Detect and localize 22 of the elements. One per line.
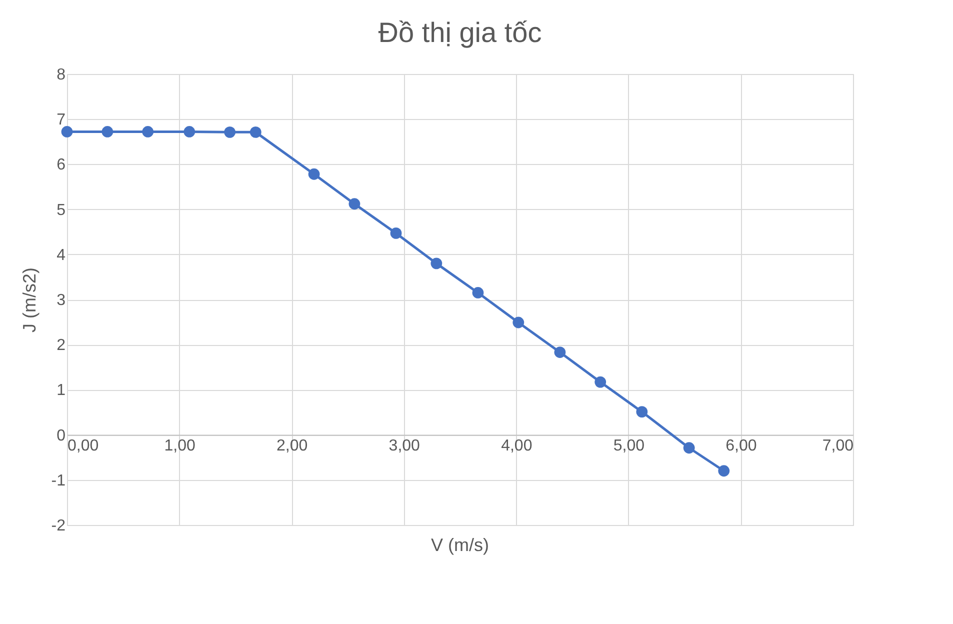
y-tick-label: 2 xyxy=(56,337,66,354)
y-tick-label: 7 xyxy=(56,112,66,129)
y-tick-label: 5 xyxy=(56,202,66,219)
y-tick-label: -1 xyxy=(51,472,66,490)
x-tick-label: 3,00 xyxy=(388,437,420,454)
x-axis-title: V (m/s) xyxy=(431,535,489,555)
x-tick-label: 5,00 xyxy=(613,437,645,454)
x-tick-label: 4,00 xyxy=(501,437,532,454)
x-tick-label: 0,00 xyxy=(68,437,99,454)
y-tick-label: 8 xyxy=(56,66,66,84)
x-tick-label: 1,00 xyxy=(164,437,196,454)
y-tick-label: 6 xyxy=(56,156,66,174)
chart-title: Đồ thị gia tốc xyxy=(378,17,542,48)
y-tick-label: 0 xyxy=(56,427,66,444)
y-tick-label: 3 xyxy=(56,292,66,309)
y-axis-title: J (m/s2) xyxy=(19,268,40,332)
y-tick-label: -2 xyxy=(51,518,66,534)
x-tick-label: 6,00 xyxy=(726,437,757,454)
y-tick-label: 4 xyxy=(56,246,66,264)
x-tick-label: 2,00 xyxy=(276,437,308,454)
x-tick-label: 7,00 xyxy=(822,437,854,454)
y-tick-label: 1 xyxy=(56,382,66,400)
